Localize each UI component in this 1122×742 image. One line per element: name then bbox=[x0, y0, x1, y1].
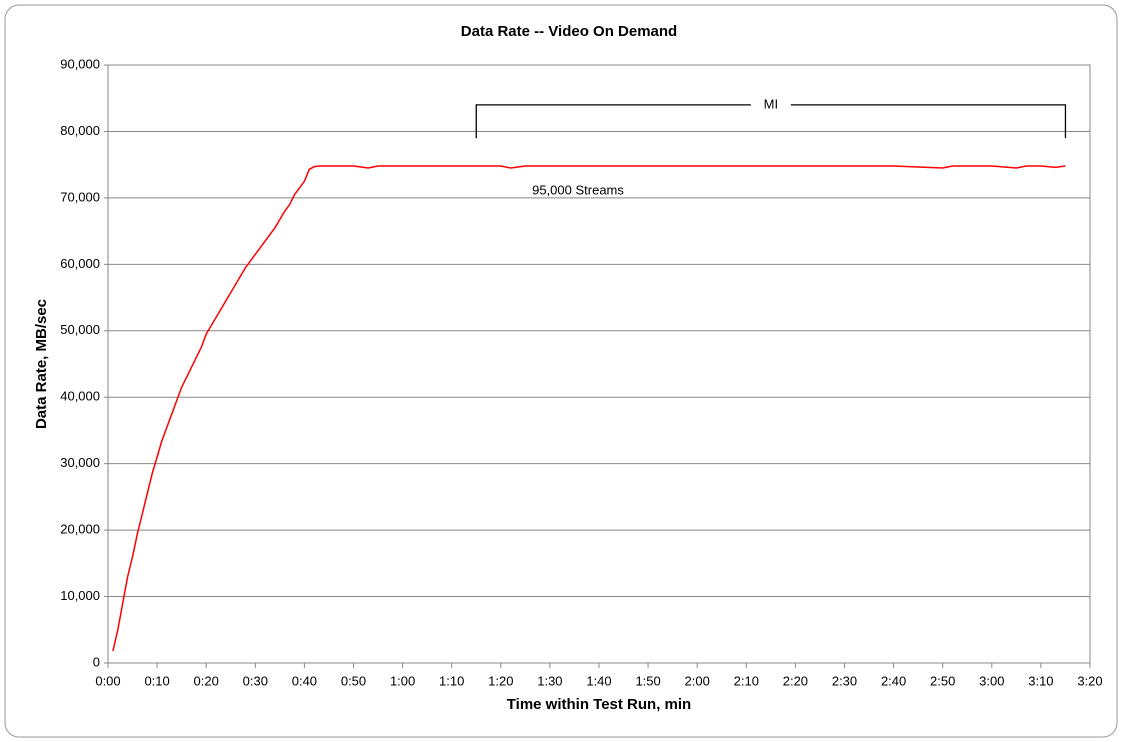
x-tick-label: 0:00 bbox=[95, 673, 120, 688]
x-tick-label: 1:50 bbox=[635, 673, 660, 688]
x-tick-label: 2:10 bbox=[734, 673, 759, 688]
x-tick-label: 0:20 bbox=[194, 673, 219, 688]
x-tick-label: 2:50 bbox=[930, 673, 955, 688]
x-tick-label: 1:40 bbox=[586, 673, 611, 688]
y-tick-label: 0 bbox=[93, 654, 100, 669]
y-tick-label: 70,000 bbox=[60, 189, 100, 204]
series-label: 95,000 Streams bbox=[532, 182, 624, 197]
x-tick-label: 1:10 bbox=[439, 673, 464, 688]
x-tick-label: 1:00 bbox=[390, 673, 415, 688]
y-axis-label: Data Rate, MB/sec bbox=[33, 299, 50, 429]
y-tick-label: 50,000 bbox=[60, 322, 100, 337]
x-axis-label: Time within Test Run, min bbox=[507, 696, 691, 713]
x-tick-label: 0:40 bbox=[292, 673, 317, 688]
y-tick-label: 80,000 bbox=[60, 123, 100, 138]
y-tick-label: 10,000 bbox=[60, 588, 100, 603]
y-tick-label: 90,000 bbox=[60, 56, 100, 71]
chart-title: Data Rate -- Video On Demand bbox=[461, 23, 677, 40]
x-tick-label: 3:00 bbox=[979, 673, 1004, 688]
x-tick-label: 2:40 bbox=[881, 673, 906, 688]
y-tick-label: 20,000 bbox=[60, 522, 100, 537]
x-tick-label: 0:50 bbox=[341, 673, 366, 688]
plot-area bbox=[107, 64, 1091, 664]
x-tick-label: 1:30 bbox=[537, 673, 562, 688]
x-tick-label: 2:20 bbox=[783, 673, 808, 688]
x-tick-label: 0:30 bbox=[243, 673, 268, 688]
data-line bbox=[112, 165, 1066, 652]
x-tick-label: 3:20 bbox=[1077, 673, 1102, 688]
y-tick-label: 30,000 bbox=[60, 455, 100, 470]
x-tick-label: 3:10 bbox=[1028, 673, 1053, 688]
x-tick-label: 2:30 bbox=[832, 673, 857, 688]
x-tick-label: 1:20 bbox=[488, 673, 513, 688]
y-tick-label: 60,000 bbox=[60, 256, 100, 271]
interval-label: MI bbox=[764, 96, 778, 111]
y-tick-label: 40,000 bbox=[60, 389, 100, 404]
interval-bracket bbox=[475, 104, 1067, 139]
x-tick-label: 2:00 bbox=[685, 673, 710, 688]
x-tick-label: 0:10 bbox=[144, 673, 169, 688]
